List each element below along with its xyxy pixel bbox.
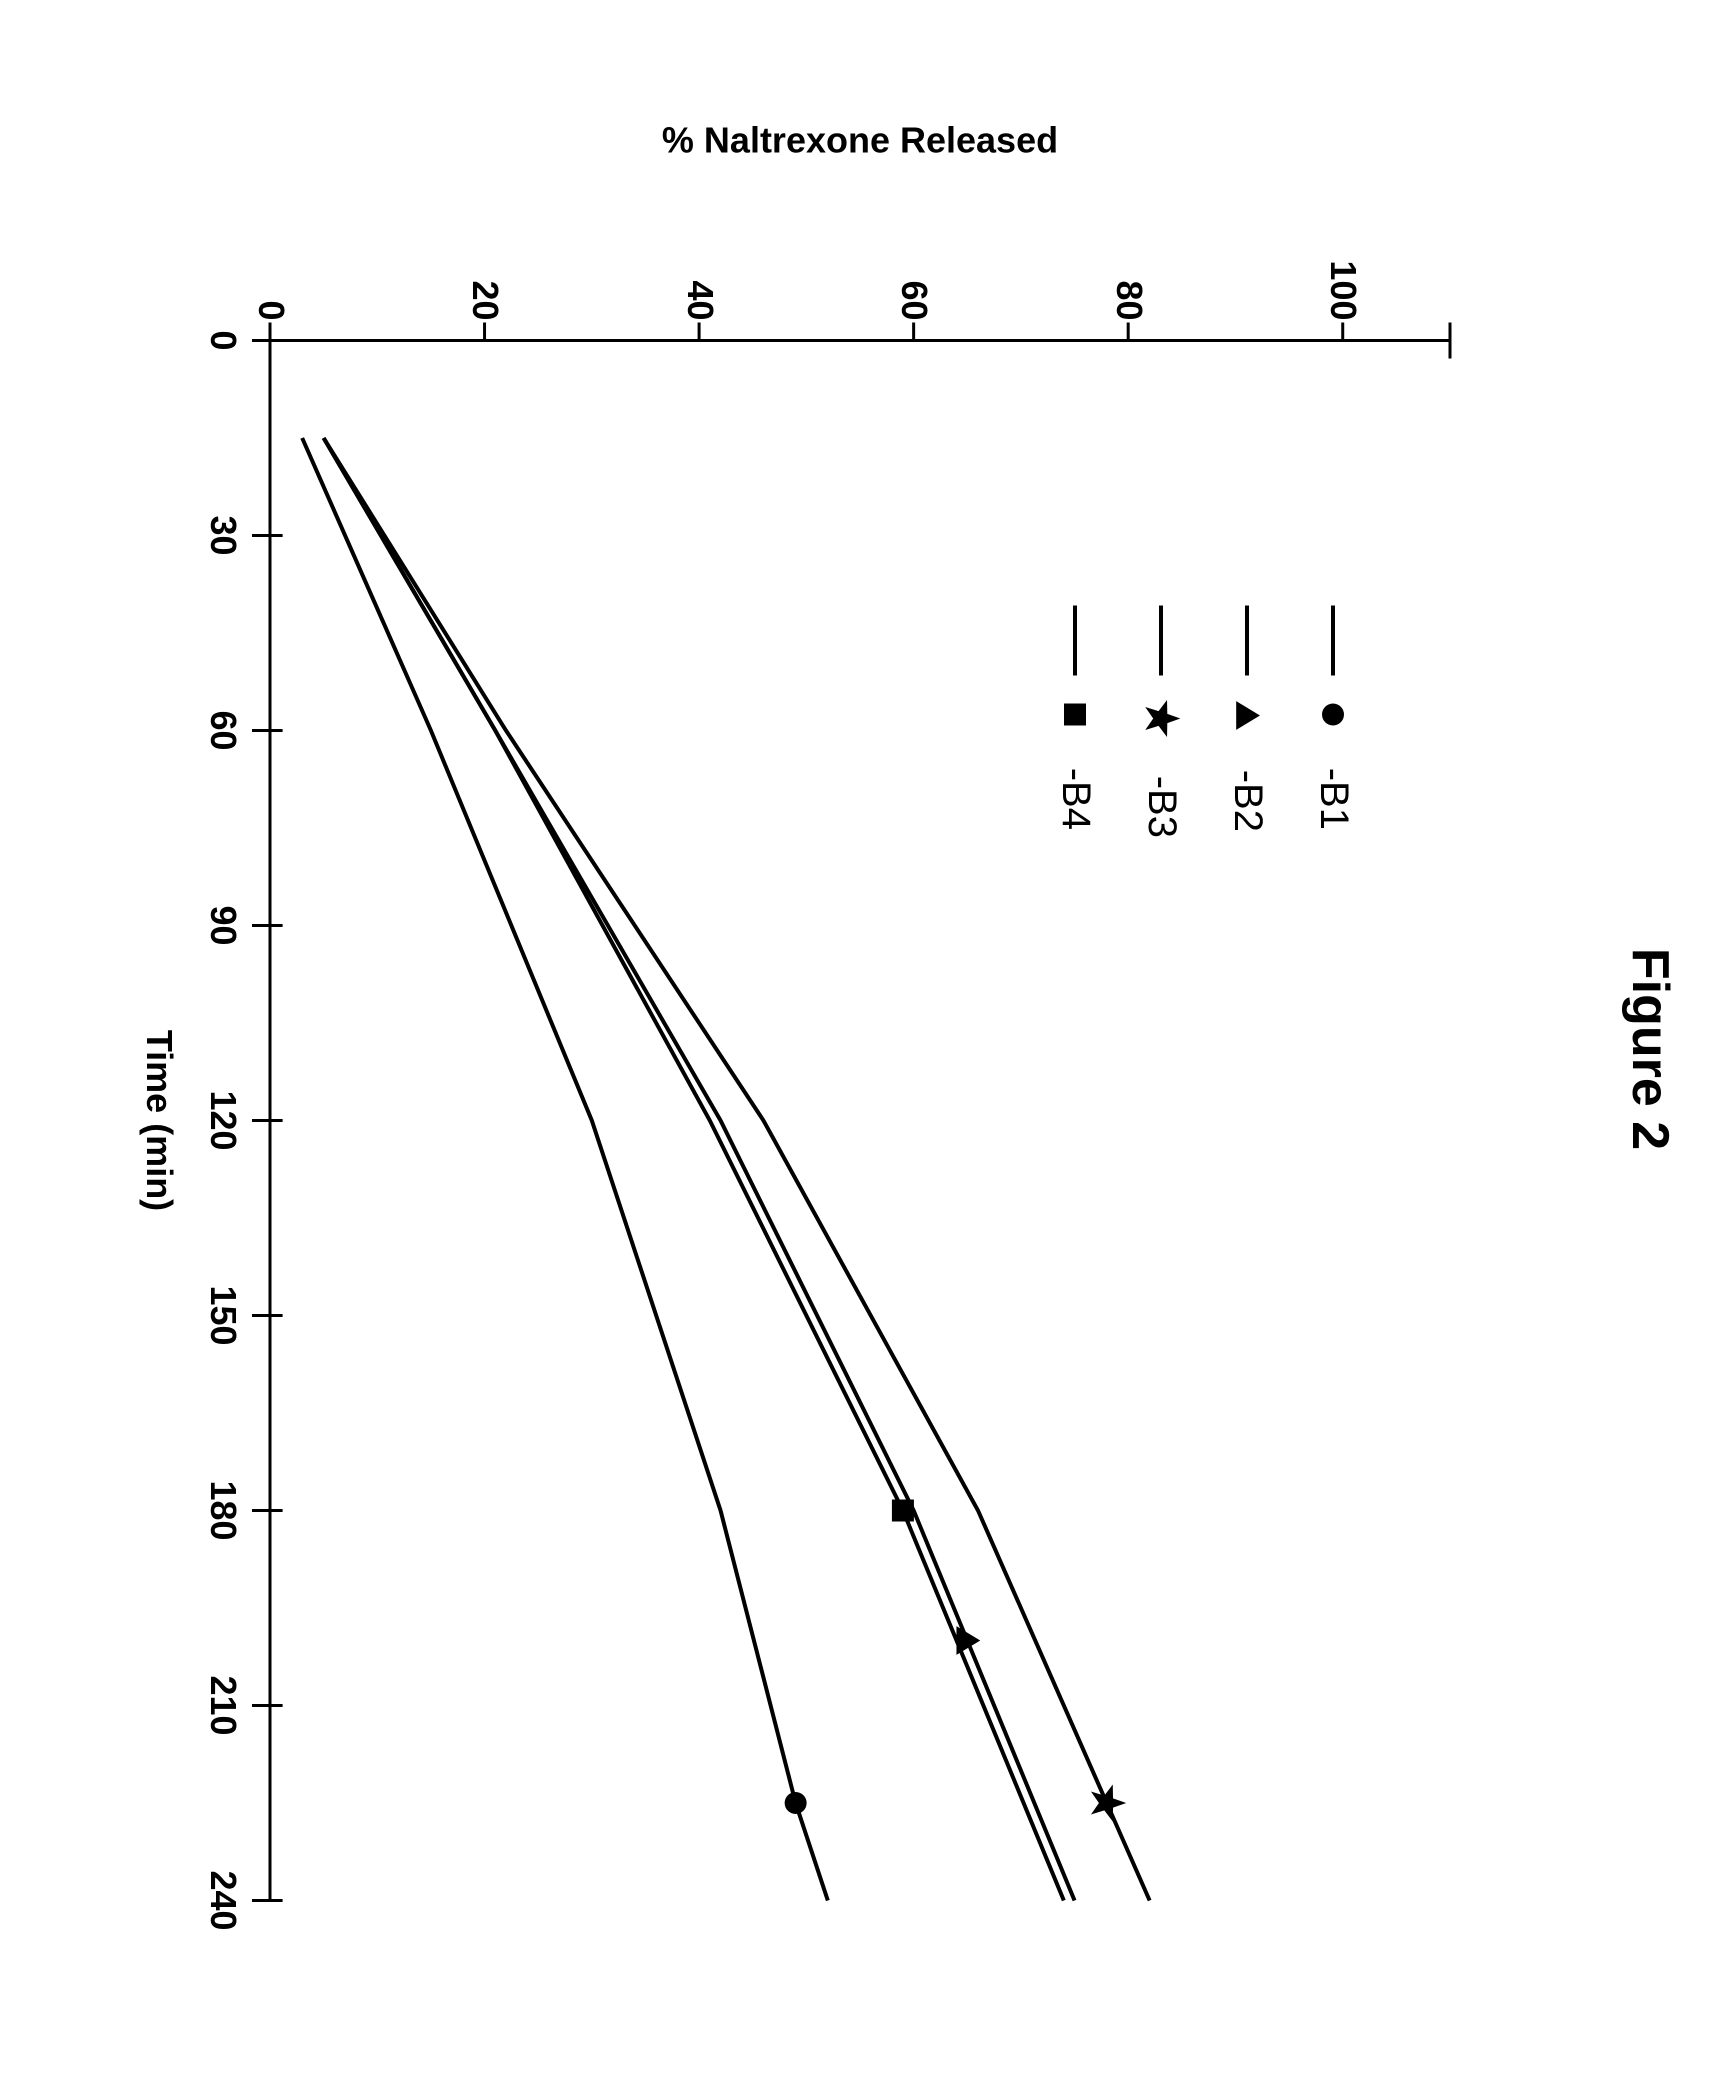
x-tick-label: 180 xyxy=(202,1470,244,1550)
square-icon xyxy=(1060,699,1090,729)
x-tick-label: 60 xyxy=(202,690,244,770)
x-tick-label: 0 xyxy=(202,300,244,380)
series-line-B4 xyxy=(324,438,1064,1901)
figure-title: Figure 2 xyxy=(1620,0,1680,2097)
y-tick-label: 20 xyxy=(464,230,506,320)
rotated-canvas: Figure 2 % Naltrexone Released Time (min… xyxy=(0,0,1710,2097)
y-tick-label: 0 xyxy=(250,230,292,320)
x-tick-label: 30 xyxy=(202,495,244,575)
circle-icon xyxy=(1318,699,1348,729)
chart-plot-area xyxy=(270,340,1450,1900)
legend-line-segment xyxy=(1073,605,1077,675)
x-tick-label: 90 xyxy=(202,885,244,965)
x-tick-label: 120 xyxy=(202,1080,244,1160)
legend-item-B1: -B1 xyxy=(1311,605,1356,829)
series-line-B2 xyxy=(324,438,1075,1901)
legend-label: -B2 xyxy=(1225,769,1270,831)
star-icon xyxy=(1142,699,1180,737)
legend-label: -B1 xyxy=(1311,767,1356,829)
triangle-icon xyxy=(1231,699,1263,731)
x-tick-label: 240 xyxy=(202,1860,244,1940)
y-tick-label: 60 xyxy=(893,230,935,320)
legend-item-B2: -B2 xyxy=(1225,605,1270,831)
x-tick-label: 150 xyxy=(202,1275,244,1355)
legend-item-B4: -B4 xyxy=(1053,605,1098,829)
x-axis-label: Time (min) xyxy=(138,1029,180,1210)
y-tick-label: 40 xyxy=(679,230,721,320)
legend-line-segment xyxy=(1245,605,1249,675)
legend-label: -B3 xyxy=(1139,775,1184,837)
series-line-B3 xyxy=(324,438,1150,1901)
y-axis-label: % Naltrexone Released xyxy=(662,119,1058,161)
legend-item-B3: -B3 xyxy=(1139,605,1184,837)
x-tick-label: 210 xyxy=(202,1665,244,1745)
legend-line-segment xyxy=(1331,605,1335,675)
series-line-B1 xyxy=(302,438,828,1901)
stage: Figure 2 % Naltrexone Released Time (min… xyxy=(0,0,1710,2097)
legend-line-segment xyxy=(1159,605,1163,675)
y-tick-label: 80 xyxy=(1108,230,1150,320)
legend-label: -B4 xyxy=(1053,767,1098,829)
y-tick-label: 100 xyxy=(1322,230,1364,320)
